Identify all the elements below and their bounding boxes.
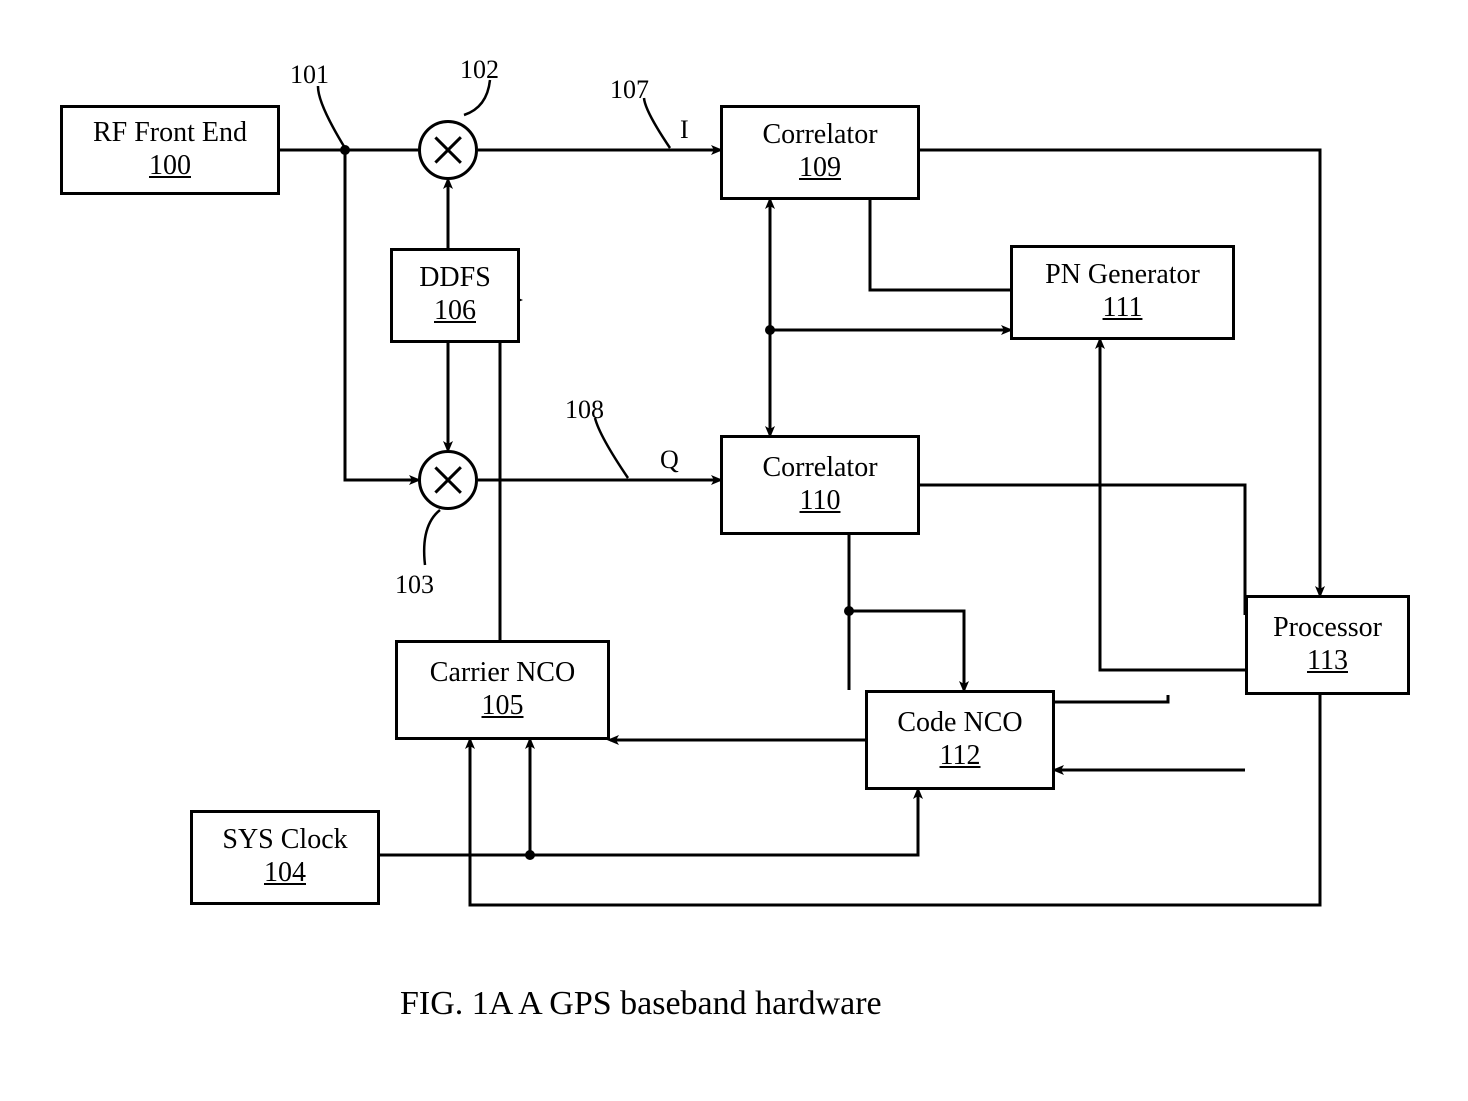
block-carrier: Carrier NCO105: [395, 640, 610, 740]
block-title: Code NCO: [897, 708, 1022, 739]
edge-12: [920, 150, 1320, 595]
edge-19: [380, 740, 530, 855]
edge-20: [530, 790, 918, 855]
block-ref: 113: [1307, 644, 1348, 678]
block-title: SYS Clock: [222, 825, 347, 856]
label-ref102: 102: [460, 55, 499, 85]
leader-2: [424, 510, 440, 565]
edge-6: [500, 300, 520, 640]
block-ref: 112: [940, 739, 981, 773]
block-ref: 104: [264, 856, 306, 890]
block-ref: 100: [149, 149, 191, 183]
edge-14: [1100, 340, 1245, 670]
block-ref: 111: [1103, 291, 1143, 325]
label-ref101: 101: [290, 60, 329, 90]
block-pn: PN Generator111: [1010, 245, 1235, 340]
block-title: Processor: [1273, 613, 1382, 644]
figure-caption: FIG. 1A A GPS baseband hardware: [400, 985, 882, 1023]
label-sigI: I: [680, 115, 689, 145]
block-ref: 110: [800, 484, 841, 518]
block-title: Correlator: [762, 453, 877, 484]
block-ref: 106: [434, 294, 476, 328]
mixer-mixer_q: [418, 450, 478, 510]
block-title: DDFS: [419, 263, 491, 294]
leader-4: [595, 418, 628, 478]
block-title: Correlator: [762, 120, 877, 151]
leader-0: [318, 86, 345, 148]
mixer-mixer_i: [418, 120, 478, 180]
label-ref108: 108: [565, 395, 604, 425]
edge-13: [920, 485, 1245, 615]
edge-11: [849, 611, 964, 690]
block-ref: 109: [799, 151, 841, 185]
block-processor: Processor113: [1245, 595, 1410, 695]
block-corr_i: Correlator109: [720, 105, 920, 200]
leader-3: [644, 98, 670, 148]
edge-15: [1055, 695, 1168, 702]
diagram-stage: RF Front End100DDFS106Carrier NCO105SYS …: [0, 0, 1468, 1101]
block-title: RF Front End: [93, 118, 247, 149]
block-ref: 105: [482, 689, 524, 723]
edge-9: [870, 200, 1010, 290]
label-ref103: 103: [395, 570, 434, 600]
block-rf: RF Front End100: [60, 105, 280, 195]
block-title: Carrier NCO: [430, 658, 575, 689]
label-ref107: 107: [610, 75, 649, 105]
block-codenco: Code NCO112: [865, 690, 1055, 790]
block-ddfs: DDFS106: [390, 248, 520, 343]
label-sigQ: Q: [660, 445, 679, 475]
block-corr_q: Correlator110: [720, 435, 920, 535]
leader-1: [464, 80, 490, 115]
block-sysclk: SYS Clock104: [190, 810, 380, 905]
block-title: PN Generator: [1045, 260, 1200, 291]
